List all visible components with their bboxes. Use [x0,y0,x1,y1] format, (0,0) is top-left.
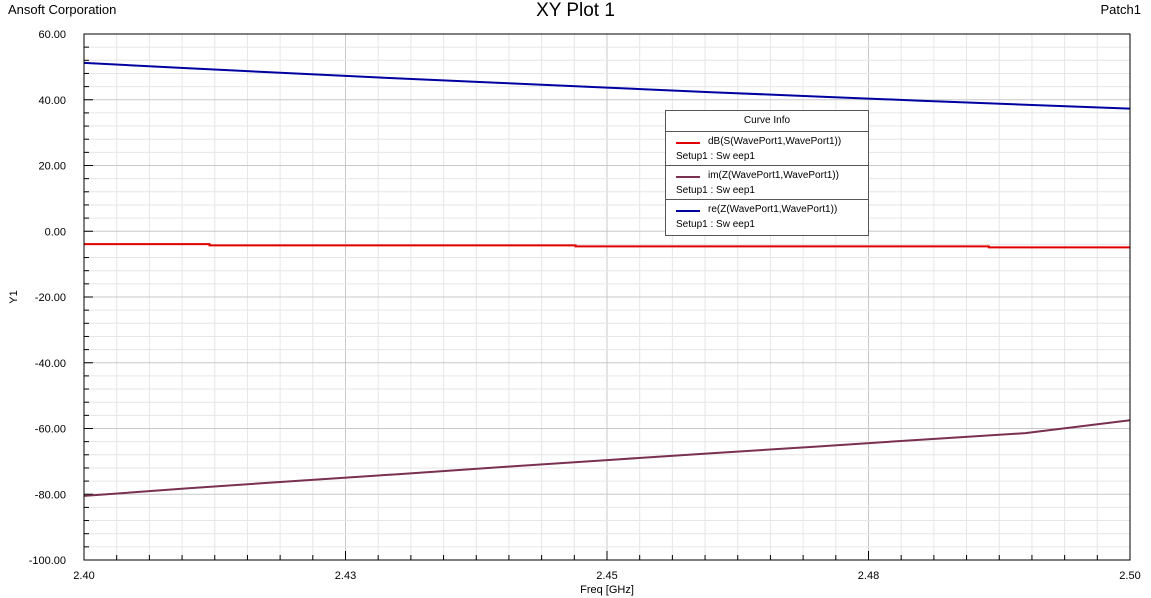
x-tick-label: 2.50 [1119,570,1140,582]
series-group [83,61,1131,497]
plot-frame [83,33,1131,561]
legend-entry-name: im(Z(WavePort1,WavePort1)) [708,170,839,181]
legend-line-swatch [676,210,700,212]
x-axis-label: Freq [GHz] [580,584,634,596]
legend-entry-name: dB(S(WavePort1,WavePort1)) [708,136,842,147]
legend-title: Curve Info [666,111,868,132]
y-tick-label: -40.00 [35,358,66,370]
series-line[interactable] [83,419,1131,497]
legend-entry-setup: Setup1 : Sw eep1 [676,151,755,162]
x-tick-label: 2.45 [596,570,617,582]
y-tick-label: -100.00 [29,555,66,567]
y-tick-label: 40.00 [38,95,66,107]
tick-labels: 2.40 2.43 2.45 2.48 2.50 60.00 40.00 20.00 0.00 -… [29,29,1141,582]
series-line[interactable] [84,243,1130,249]
x-tick-label: 2.48 [858,570,879,582]
y-tick-label: -80.00 [35,489,66,501]
grid [83,33,1131,561]
legend-entry[interactable]: re(Z(WavePort1,WavePort1)) Setup1 : Sw e… [666,200,868,234]
legend-entry-setup: Setup1 : Sw eep1 [676,219,755,230]
x-tick-label: 2.43 [335,570,356,582]
x-tick-label: 2.40 [73,570,94,582]
legend-entry[interactable]: im(Z(WavePort1,WavePort1)) Setup1 : Sw e… [666,166,868,200]
legend[interactable]: Curve Info dB(S(WavePort1,WavePort1)) Se… [665,110,869,236]
company-label: Ansoft Corporation [8,2,117,17]
y-tick-label: -20.00 [35,292,66,304]
series-line[interactable] [83,61,1131,110]
legend-line-swatch [676,142,700,144]
legend-entry[interactable]: dB(S(WavePort1,WavePort1)) Setup1 : Sw e… [666,132,868,166]
y-tick-label: 0.00 [45,226,66,238]
y-tick-label: 20.00 [38,161,66,173]
y-axis-label: Y1 [8,290,20,303]
project-label: Patch1 [1100,2,1141,17]
legend-line-swatch [676,176,700,178]
y-tick-label: 60.00 [38,29,66,41]
plot-title: XY Plot 1 [536,0,615,21]
y-tick-label: -60.00 [35,424,66,436]
legend-entry-name: re(Z(WavePort1,WavePort1)) [708,204,838,215]
legend-entry-setup: Setup1 : Sw eep1 [676,185,755,196]
tick-marks [83,33,1131,561]
